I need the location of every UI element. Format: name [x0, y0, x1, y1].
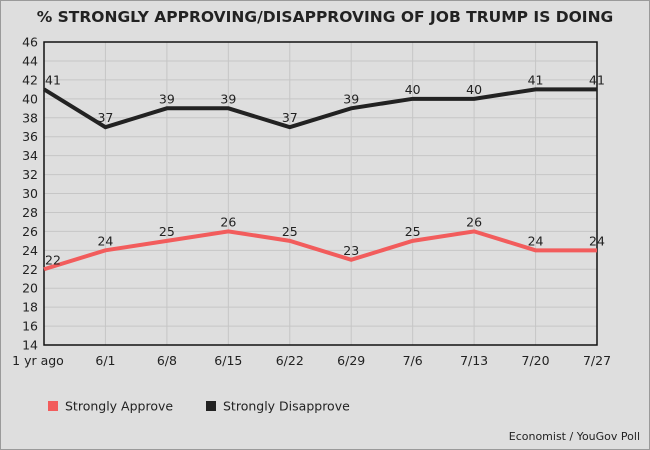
data-label: 41 [528, 72, 544, 87]
data-label: 25 [282, 224, 298, 239]
chart-title: % STRONGLY APPROVING/DISAPPROVING OF JOB… [36, 8, 614, 26]
y-tick-label: 32 [22, 167, 38, 182]
data-label: 26 [466, 214, 482, 229]
x-tick-label: 6/29 [337, 353, 365, 368]
data-label: 23 [343, 243, 359, 258]
data-label: 24 [589, 233, 605, 248]
plot-border [43, 41, 598, 346]
y-tick-label: 18 [22, 300, 38, 315]
y-tick-label: 36 [22, 129, 38, 144]
y-tick-label: 40 [22, 91, 38, 106]
y-tick-label: 16 [22, 319, 38, 334]
data-label: 41 [45, 72, 61, 87]
y-tick-label: 26 [22, 224, 38, 239]
legend-swatch [48, 401, 58, 411]
x-tick-label: 6/1 [95, 353, 115, 368]
legend-label: Strongly Disapprove [223, 399, 350, 414]
y-tick-label: 22 [22, 262, 38, 277]
y-tick-label: 30 [22, 186, 38, 201]
data-label: 26 [220, 214, 236, 229]
y-tick-label: 44 [22, 53, 38, 68]
data-label: 41 [589, 72, 605, 87]
x-tick-label: 7/27 [583, 353, 611, 368]
x-tick-label: 7/13 [460, 353, 488, 368]
y-tick-label: 46 [22, 35, 38, 50]
series-line-strongly-approve [43, 229, 597, 272]
y-tick-label: 34 [22, 148, 38, 163]
data-label: 37 [97, 110, 113, 125]
series-line-strongly-disapprove [42, 87, 597, 130]
data-label: 39 [343, 91, 359, 106]
y-tick-label: 38 [22, 110, 38, 125]
data-label: 37 [282, 110, 298, 125]
data-label: 39 [220, 91, 236, 106]
x-tick-label: 7/6 [403, 353, 423, 368]
data-label: 25 [159, 224, 175, 239]
y-tick-label: 14 [22, 338, 38, 353]
data-label: 40 [405, 82, 421, 97]
x-tick-label: 6/15 [214, 353, 242, 368]
data-label: 24 [97, 233, 113, 248]
y-tick-label: 28 [22, 205, 38, 220]
source-note: Economist / YouGov Poll [508, 430, 640, 443]
x-tick-label: 7/20 [522, 353, 550, 368]
data-label: 24 [528, 233, 544, 248]
x-tick-label: 6/22 [276, 353, 304, 368]
legend-label: Strongly Approve [65, 399, 173, 414]
legend-swatch [206, 401, 216, 411]
y-tick-label: 20 [22, 281, 38, 296]
y-tick-label: 42 [22, 72, 38, 87]
data-label: 25 [405, 224, 421, 239]
y-tick-label: 24 [22, 243, 38, 258]
data-label: 22 [45, 252, 61, 267]
data-label: 39 [159, 91, 175, 106]
x-tick-label: 1 yr ago [12, 353, 64, 368]
data-label: 40 [466, 82, 482, 97]
x-tick-label: 6/8 [157, 353, 177, 368]
